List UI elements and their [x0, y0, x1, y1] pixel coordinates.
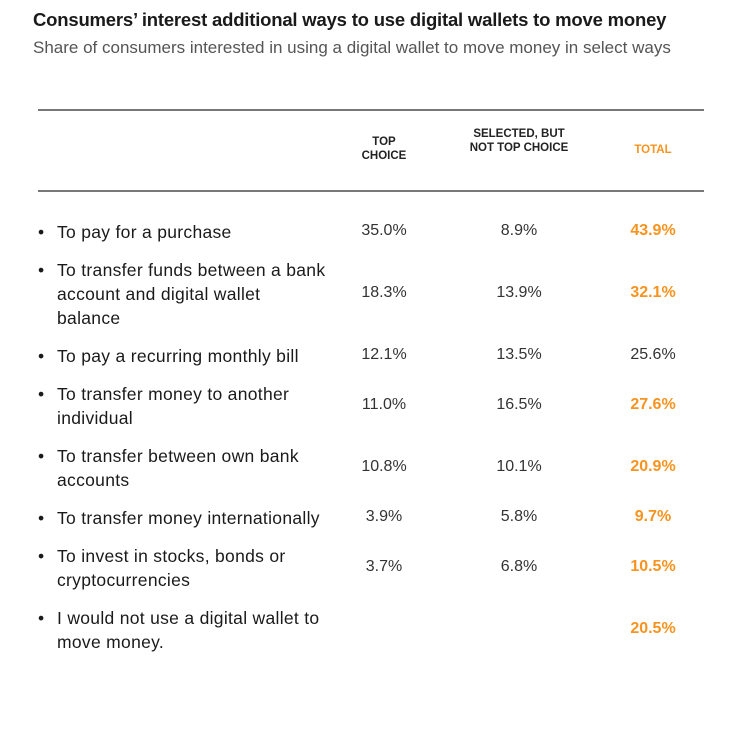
total-value: 43.9% [630, 221, 676, 239]
row-label: To pay for a purchase [57, 222, 232, 242]
bullet-icon: • [38, 260, 45, 280]
table-body: • To pay for a purchase 35.0% 8.9% 43.9% … [38, 213, 704, 661]
top-choice-value: 18.3% [361, 283, 407, 301]
table-row: • To transfer funds between a bank accoun… [38, 251, 704, 337]
row-label: To transfer funds between a bank account… [57, 260, 326, 328]
bullet-icon: • [38, 384, 45, 404]
top-rule [38, 109, 704, 111]
selected-value: 5.8% [500, 507, 538, 525]
bullet-icon: • [38, 346, 45, 366]
chart-subtitle: Share of consumers interested in using a… [33, 38, 671, 57]
header-total: TOTAL [634, 144, 672, 156]
table-row: • To pay a recurring monthly bill 12.1% 1… [38, 337, 704, 375]
top-choice-value: 35.0% [361, 221, 407, 239]
total-value: 20.9% [630, 457, 676, 475]
row-label-wrap: • To pay a recurring monthly bill [38, 344, 328, 368]
total-value: 27.6% [630, 395, 676, 413]
selected-value: 16.5% [496, 395, 542, 413]
row-label-wrap: • To invest in stocks, bonds or cryptocur… [38, 544, 328, 592]
table-row: • To transfer between own bank accounts 1… [38, 437, 704, 499]
row-label-wrap: • To pay for a purchase [38, 220, 328, 244]
selected-value: 13.9% [496, 283, 542, 301]
top-choice-value: 12.1% [361, 345, 407, 363]
chart-title: Consumers’ interest additional ways to u… [33, 9, 667, 30]
header-selected: SELECTED, BUT NOT TOP CHOICE [469, 128, 569, 154]
table-row: • To pay for a purchase 35.0% 8.9% 43.9% [38, 213, 704, 251]
table-row: • To transfer money internationally 3.9% … [38, 499, 704, 537]
row-label-wrap: • To transfer funds between a bank accoun… [38, 258, 328, 330]
table-row: • To invest in stocks, bonds or cryptocur… [38, 537, 704, 599]
bullet-icon: • [38, 546, 45, 566]
top-choice-value: 11.0% [361, 395, 407, 413]
bullet-icon: • [38, 222, 45, 242]
selected-value: 13.5% [496, 345, 542, 363]
row-label-wrap: • To transfer between own bank accounts [38, 444, 328, 492]
bullet-icon: • [38, 446, 45, 466]
total-value: 20.5% [630, 619, 676, 637]
selected-value: 6.8% [500, 557, 538, 575]
row-label: To pay a recurring monthly bill [57, 346, 299, 366]
row-label-wrap: • I would not use a digital wallet to mov… [38, 606, 328, 654]
table-row: • To transfer money to another individual… [38, 375, 704, 437]
top-choice-value: 10.8% [361, 457, 407, 475]
row-label: To transfer money internationally [57, 508, 320, 528]
row-label: To invest in stocks, bonds or cryptocurr… [57, 546, 286, 590]
top-choice-value: 3.7% [365, 557, 403, 575]
table-row: • I would not use a digital wallet to mov… [38, 599, 704, 661]
row-label: I would not use a digital wallet to move… [57, 608, 320, 652]
selected-value: 10.1% [496, 457, 542, 475]
header-rule [38, 190, 704, 192]
row-label: To transfer between own bank accounts [57, 446, 299, 490]
bullet-icon: • [38, 608, 45, 628]
row-label-wrap: • To transfer money internationally [38, 506, 328, 530]
bullet-icon: • [38, 508, 45, 528]
row-label-wrap: • To transfer money to another individual [38, 382, 328, 430]
row-label: To transfer money to another individual [57, 384, 290, 428]
total-value: 10.5% [630, 557, 676, 575]
total-value: 25.6% [630, 345, 676, 363]
header-top-choice: TOP CHOICE [361, 136, 407, 162]
total-value: 32.1% [630, 283, 676, 301]
selected-value: 8.9% [500, 221, 538, 239]
top-choice-value: 3.9% [365, 507, 403, 525]
total-value: 9.7% [634, 507, 672, 525]
